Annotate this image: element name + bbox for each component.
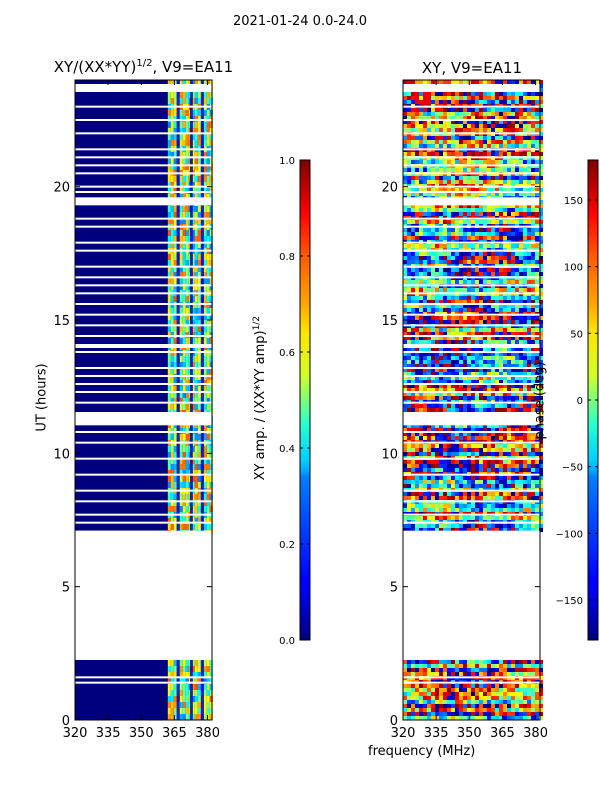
amplitude-title-text: XY/(XX*YY): [53, 58, 137, 76]
phase-colorbar-tick-label: −150: [556, 596, 583, 607]
phase-colorbar-tick-label: 150: [564, 196, 583, 207]
amplitude-colorbar-label-text: XY amp. / (XX*YY amp): [253, 330, 269, 481]
amplitude-ytick-label: 15: [53, 314, 70, 329]
ut-hours-axis-label: UT (hours): [34, 363, 50, 432]
phase-colorbar-tick-label: −100: [556, 529, 583, 540]
amplitude-colorbar-tick-label: 1.0: [279, 156, 295, 167]
phase-axes-frame: [402, 79, 541, 721]
amplitude-colorbar-tick-label: 0.8: [279, 252, 295, 263]
phase-colorbar-ticks: −150 −100 −50 0 50 100 150: [556, 196, 598, 607]
amplitude-ytick-label: 0: [62, 714, 70, 729]
figure-suptitle: 2021-01-24 0.0-24.0: [233, 14, 367, 29]
amplitude-panel: 320 335 350 365 380 0 5 10 15 20: [53, 79, 220, 741]
amplitude-colorbar-tick-label: 0.2: [279, 540, 295, 551]
phase-xtick-label: 380: [523, 726, 548, 741]
amplitude-xtick-label: 335: [96, 726, 121, 741]
amplitude-xtick-label: 365: [162, 726, 187, 741]
phase-xtick-label: 365: [490, 726, 515, 741]
amplitude-title-exponent: 1/2: [136, 58, 153, 69]
amplitude-colorbar-gradient: [299, 159, 311, 641]
phase-colorbar-tick-label: 0: [577, 396, 583, 407]
phase-xtick-label: 350: [457, 726, 482, 741]
amplitude-xtick-label: 350: [129, 726, 154, 741]
amplitude-colorbar-tick-label: 0.6: [279, 348, 295, 359]
phase-colorbar-tick-label: −50: [562, 463, 583, 474]
phase-ytick-label: 10: [381, 447, 398, 462]
phase-ytick-label: 5: [390, 581, 398, 596]
phase-ytick-label: 20: [381, 181, 398, 196]
phase-ytick-label: 0: [390, 714, 398, 729]
amplitude-axes-frame: [74, 79, 213, 721]
phase-colorbar-tick-label: 50: [570, 329, 583, 340]
phase-ytick-label: 15: [381, 314, 398, 329]
phase-colorbar: −150 −100 −50 0 50 100 150: [556, 159, 599, 641]
amplitude-xtick-label: 320: [63, 726, 88, 741]
amplitude-xtick-label: 380: [195, 726, 220, 741]
amplitude-ytick-label: 10: [53, 447, 70, 462]
phase-axis-ticks: 320 335 350 365 380 0 5 10 15 20: [381, 80, 548, 741]
amplitude-colorbar-ticks: 0.0 0.2 0.4 0.6 0.8 1.0: [279, 156, 310, 647]
amplitude-colorbar-label-exponent: 1/2: [251, 315, 262, 331]
phase-xtick-label: 335: [424, 726, 449, 741]
amplitude-axis-ticks: 320 335 350 365 380 0 5 10 15 20: [53, 80, 220, 741]
phase-panel: 320 335 350 365 380 0 5 10 15 20: [381, 79, 548, 741]
amplitude-colorbar-label: XY amp. / (XX*YY amp)1/2: [252, 298, 268, 498]
amplitude-panel-title: XY/(XX*YY)1/2, V9=EA11: [30, 58, 257, 76]
phase-colorbar-label: phase (deg): [532, 361, 548, 440]
phase-colorbar-tick-label: 100: [564, 263, 583, 274]
amplitude-ytick-label: 5: [62, 581, 70, 596]
amplitude-colorbar-tick-label: 0.4: [279, 444, 295, 455]
amplitude-colorbar: 0.0 0.2 0.4 0.6 0.8 1.0: [279, 156, 311, 647]
phase-xtick-label: 320: [391, 726, 416, 741]
phase-flagged-gaps: [403, 84, 540, 684]
amplitude-title-suffix: , V9=EA11: [152, 58, 234, 76]
phase-panel-title: XY, V9=EA11: [421, 59, 523, 77]
amplitude-flagged-gaps: [75, 84, 212, 684]
amplitude-colorbar-tick-label: 0.0: [279, 636, 295, 647]
frequency-axis-label: frequency (MHz): [368, 744, 476, 759]
amplitude-ytick-label: 20: [53, 181, 70, 196]
